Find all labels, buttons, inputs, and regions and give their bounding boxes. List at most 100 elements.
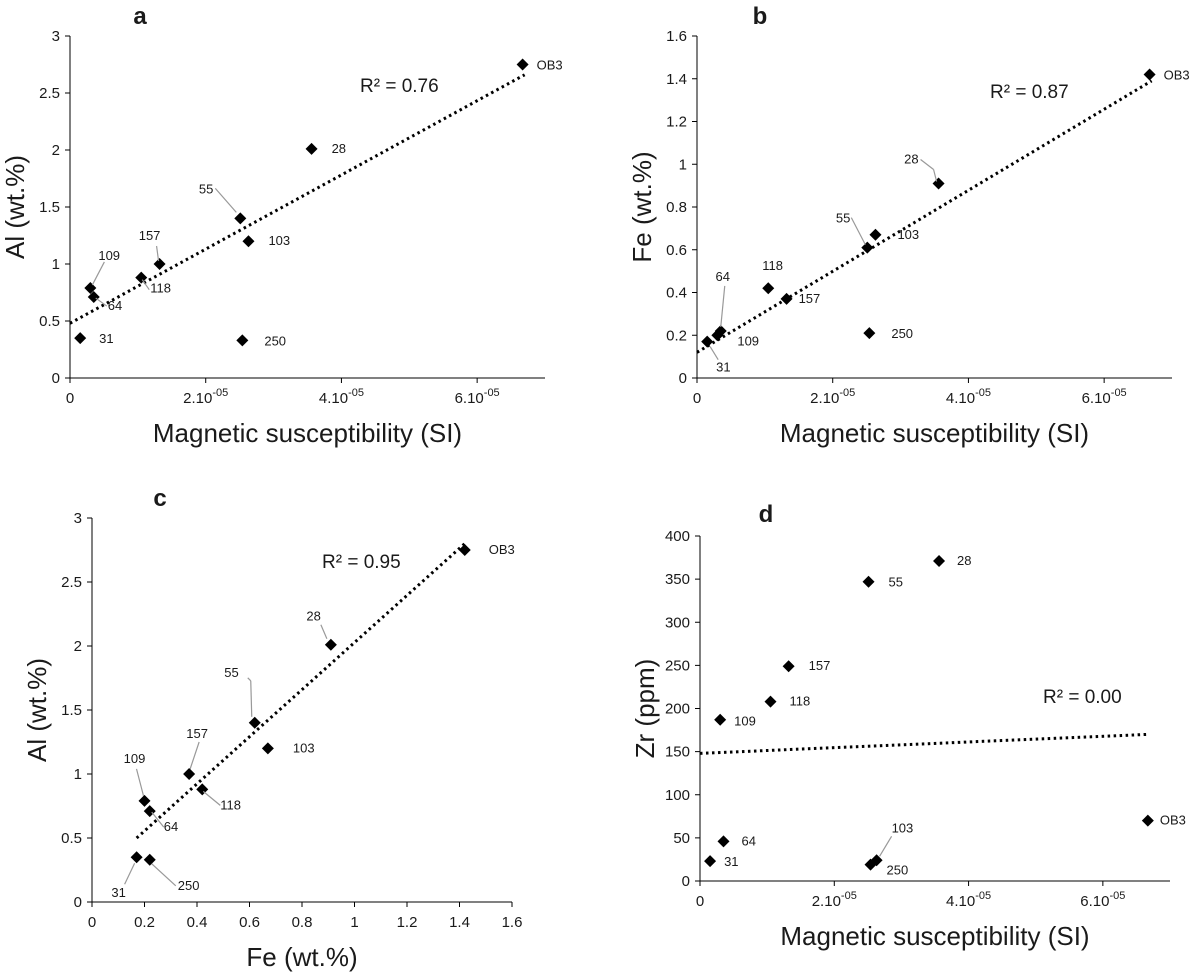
- data-point: [324, 638, 337, 651]
- data-point: [933, 555, 946, 568]
- point-label: 157: [139, 228, 161, 243]
- point-label: 109: [98, 248, 120, 263]
- data-point: [717, 835, 730, 848]
- panel-d: d 0 50 100 150 200 250 300 350 400 0 2.10-05 4.10-05…: [630, 501, 1186, 951]
- y-tick-label: 0: [74, 894, 82, 911]
- data-point: [869, 228, 882, 241]
- y-tick-label: 2.5: [39, 85, 60, 102]
- leader-line: [214, 188, 237, 213]
- point-label: 157: [186, 726, 208, 741]
- x-tick-label: 4.10-05: [946, 387, 991, 407]
- point-label: 250: [887, 863, 909, 878]
- point-label: 157: [799, 291, 821, 306]
- panel-a: a 0 0.5 1 1.5 2 2.5 3 0 2.10-05 4.10-05 6.10-05 Magn…: [0, 3, 563, 448]
- y-tick-label: 1.6: [666, 28, 687, 45]
- x-axis-title: Magnetic susceptibility (SI): [153, 418, 462, 448]
- data-point: [143, 853, 156, 866]
- point-label: OB3: [1164, 67, 1190, 82]
- data-point: [261, 742, 274, 755]
- data-point: [516, 58, 529, 71]
- y-tick-label: 300: [665, 614, 690, 631]
- point-label: 118: [762, 258, 783, 273]
- x-tick-label: 0.8: [292, 914, 313, 931]
- data-point: [1143, 68, 1156, 81]
- data-point: [234, 212, 247, 225]
- point-label: 103: [268, 233, 290, 248]
- point-label: 28: [306, 609, 320, 624]
- leader-line: [124, 862, 136, 885]
- x-tick-label: 0.4: [187, 914, 208, 931]
- x-tick-label: 0: [693, 390, 701, 407]
- data-point: [762, 282, 775, 295]
- leader-line: [250, 680, 253, 717]
- x-tick-label: 6.10-05: [1080, 890, 1125, 910]
- data-point: [87, 291, 100, 304]
- point-label: 109: [737, 333, 759, 348]
- y-axis-title: Zr (ppm): [630, 659, 660, 759]
- point-label: 157: [809, 658, 831, 673]
- point-label: 31: [716, 360, 730, 375]
- panel-letter: c: [153, 485, 166, 512]
- trendline: [699, 732, 1148, 755]
- data-point: [711, 329, 724, 342]
- trendline: [69, 73, 526, 325]
- y-tick-label: 400: [665, 528, 690, 545]
- x-tick-label: 0: [88, 914, 96, 931]
- panel-b: b 0 0.2 0.4 0.6 0.8 1 1.2 1.4 1.6 0 2.10-05 4.10-05 6…: [627, 3, 1190, 448]
- data-point: [780, 292, 793, 305]
- x-tick-label: 6.10-05: [1082, 387, 1127, 407]
- leader-line: [320, 624, 328, 639]
- x-tick-label: 4.10-05: [319, 387, 364, 407]
- point-label: 250: [264, 333, 286, 348]
- leader-line: [720, 285, 726, 328]
- y-tick-label: 3: [52, 28, 60, 45]
- leader-line: [920, 159, 934, 170]
- point-label: 109: [124, 751, 146, 766]
- leader-line: [155, 245, 160, 262]
- y-tick-label: 0.2: [666, 327, 687, 344]
- data-point: [861, 241, 874, 254]
- r-squared-label: R² = 0.00: [1043, 687, 1122, 708]
- y-tick-label: 50: [673, 830, 690, 847]
- data-point: [458, 544, 471, 556]
- data-point: [862, 575, 875, 588]
- x-tick-label: 2.10-05: [183, 387, 228, 407]
- y-tick-label: 1: [74, 766, 82, 783]
- point-label: 55: [889, 575, 903, 590]
- data-point: [153, 258, 166, 270]
- x-tick-label: 4.10-05: [946, 890, 991, 910]
- point-label: 64: [164, 819, 178, 834]
- point-label: OB3: [489, 542, 515, 557]
- y-tick-label: 2: [74, 638, 82, 655]
- data-point: [305, 142, 318, 155]
- y-tick-label: 0: [52, 370, 60, 387]
- data-point: [782, 660, 795, 673]
- point-label: 103: [897, 227, 919, 242]
- data-point: [138, 794, 151, 807]
- leader-line: [850, 217, 866, 245]
- leader-line: [151, 811, 165, 828]
- data-point: [932, 177, 945, 190]
- data-point: [236, 334, 249, 347]
- leader-line: [95, 297, 108, 307]
- point-label: 103: [892, 820, 914, 835]
- x-tick-label: 0: [696, 893, 704, 910]
- r-squared-label: R² = 0.76: [360, 76, 439, 97]
- trendline: [135, 542, 466, 840]
- data-point: [863, 327, 876, 340]
- y-tick-label: 200: [665, 701, 690, 718]
- data-point: [701, 335, 714, 348]
- y-tick-label: 1.4: [666, 71, 687, 88]
- y-tick-label: 1.5: [39, 199, 60, 216]
- data-point: [130, 851, 143, 864]
- x-tick-label: 0.2: [134, 914, 155, 931]
- y-tick-label: 0.4: [666, 285, 687, 302]
- data-point: [74, 332, 87, 345]
- y-tick-label: 1: [679, 156, 687, 173]
- x-axis-title: Fe (wt.%): [246, 942, 357, 972]
- trendline: [696, 79, 1153, 354]
- x-tick-label: 0.6: [239, 914, 260, 931]
- leader-line: [135, 768, 145, 797]
- y-axis-title: Al (wt.%): [0, 155, 30, 259]
